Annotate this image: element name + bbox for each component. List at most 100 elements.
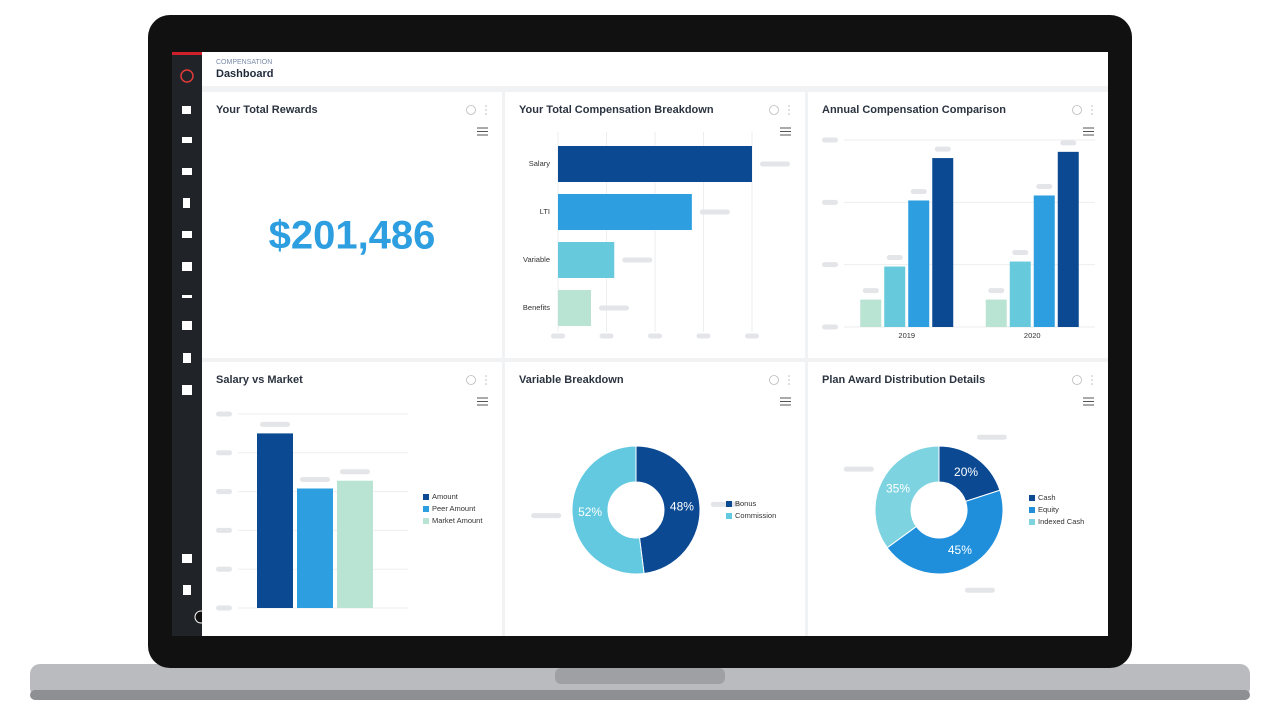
placeholder	[1060, 140, 1077, 146]
nav-icon[interactable]	[183, 353, 191, 363]
value-label: 35%	[886, 481, 910, 495]
legend-label: Amount	[432, 492, 459, 501]
placeholder	[216, 411, 232, 417]
info-icon[interactable]	[1072, 375, 1082, 385]
placeholder	[760, 161, 790, 167]
menu-dot	[1091, 105, 1093, 107]
placeholder	[216, 450, 232, 456]
info-icon[interactable]	[466, 105, 476, 115]
placeholder	[745, 333, 759, 339]
legend-label: Market Amount	[432, 516, 483, 525]
laptop-notch	[555, 668, 725, 684]
bar	[1033, 195, 1055, 327]
header	[202, 52, 1108, 86]
legend-swatch	[423, 494, 429, 500]
placeholder	[1036, 183, 1053, 189]
bar	[558, 146, 752, 182]
value-label: 45%	[948, 543, 972, 557]
placeholder	[822, 137, 838, 143]
widget-title: Salary vs Market	[216, 374, 303, 386]
placeholder	[260, 421, 290, 427]
menu-dot	[485, 375, 487, 377]
nav-icon[interactable]	[182, 385, 192, 395]
nav-icon[interactable]	[182, 231, 192, 238]
menu-dot	[788, 379, 790, 381]
total-value: $201,486	[269, 214, 436, 258]
value-label: 52%	[578, 505, 602, 519]
donut-slice	[874, 445, 940, 549]
widget-panel	[505, 362, 805, 636]
info-icon[interactable]	[769, 375, 779, 385]
placeholder	[551, 333, 565, 339]
placeholder	[216, 566, 232, 572]
placeholder	[1012, 250, 1029, 256]
logo[interactable]	[180, 69, 194, 83]
menu-dot	[485, 113, 487, 115]
placeholder	[340, 469, 370, 475]
bar	[297, 488, 333, 608]
legend-label: Commission	[735, 511, 776, 520]
placeholder	[976, 434, 1007, 440]
nav-icon[interactable]	[182, 168, 192, 175]
menu-dot	[1091, 383, 1093, 385]
nav-icon[interactable]	[182, 321, 192, 330]
donut-slice	[635, 445, 701, 575]
widget-title: Your Total Rewards	[216, 104, 318, 116]
widget-title: Variable Breakdown	[519, 374, 624, 386]
info-icon[interactable]	[1072, 105, 1082, 115]
menu-dot	[485, 383, 487, 385]
breadcrumb: COMPENSATION	[216, 59, 272, 66]
info-icon[interactable]	[769, 105, 779, 115]
widget-title: Your Total Compensation Breakdown	[519, 104, 714, 116]
legend-swatch	[1029, 519, 1035, 525]
placeholder	[622, 257, 653, 263]
placeholder	[216, 527, 232, 533]
nav-icon[interactable]	[182, 262, 192, 271]
placeholder	[886, 255, 903, 261]
placeholder	[822, 262, 838, 268]
bar	[257, 433, 293, 608]
placeholder	[531, 513, 562, 519]
legend-label: Bonus	[735, 499, 757, 508]
placeholder	[216, 489, 232, 495]
legend-label: Peer Amount	[432, 504, 476, 513]
category-label: Benefits	[523, 303, 550, 312]
nav-icon[interactable]	[182, 554, 192, 563]
menu-dot	[1091, 113, 1093, 115]
menu-dot	[1091, 375, 1093, 377]
legend-swatch	[1029, 495, 1035, 501]
bar	[908, 200, 930, 327]
menu-dot	[788, 109, 790, 111]
menu-dot	[788, 105, 790, 107]
legend-swatch	[423, 518, 429, 524]
donut-slice	[886, 489, 1004, 575]
widget-panel	[202, 92, 502, 358]
placeholder	[964, 587, 995, 593]
legend-label: Equity	[1038, 505, 1059, 514]
bar	[558, 194, 692, 230]
nav-icon[interactable]	[182, 295, 192, 298]
legend-swatch	[1029, 507, 1035, 513]
menu-dot	[485, 105, 487, 107]
sidebar-accent	[172, 52, 202, 55]
bar	[1057, 151, 1079, 327]
nav-icon[interactable]	[183, 585, 191, 595]
menu-dot	[788, 383, 790, 385]
bar	[932, 158, 954, 327]
legend-label: Indexed Cash	[1038, 517, 1084, 526]
legend-swatch	[726, 513, 732, 519]
nav-icon[interactable]	[182, 106, 191, 114]
placeholder	[988, 288, 1005, 294]
placeholder	[934, 146, 951, 152]
x-tick-label: 2020	[1024, 331, 1041, 340]
menu-dot	[1091, 379, 1093, 381]
info-icon[interactable]	[466, 375, 476, 385]
bar	[337, 480, 373, 608]
category-label: Salary	[529, 159, 551, 168]
nav-icon[interactable]	[182, 137, 192, 143]
placeholder	[822, 324, 838, 330]
menu-dot	[1091, 109, 1093, 111]
placeholder	[710, 501, 741, 507]
nav-icon[interactable]	[183, 198, 190, 208]
placeholder	[598, 305, 629, 311]
